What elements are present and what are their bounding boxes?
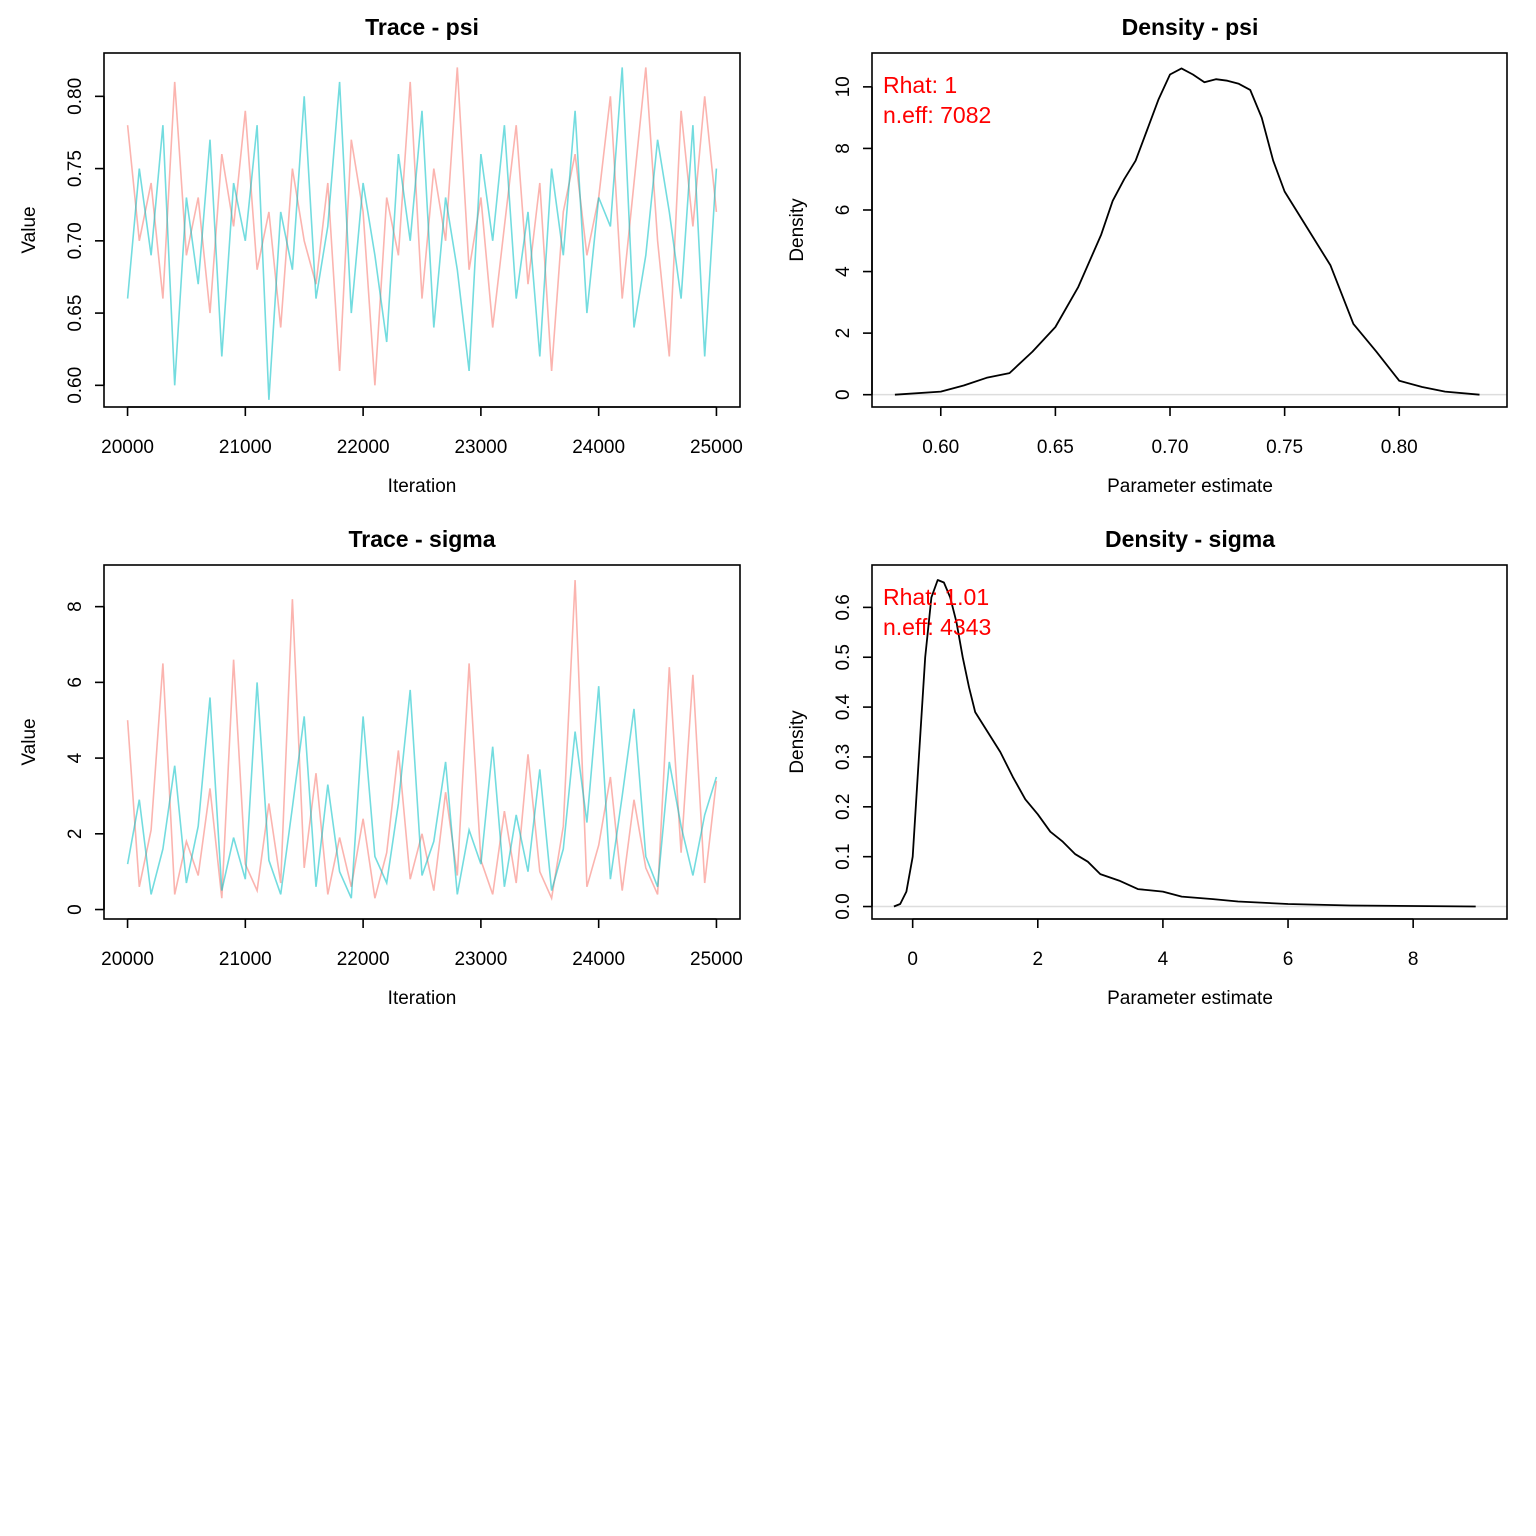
rhat-annotation: Rhat: 1 (883, 72, 957, 98)
y-tick-label: 0.2 (833, 794, 854, 820)
neff-annotation: n.eff: 7082 (883, 102, 991, 128)
y-tick-label: 0.80 (65, 78, 86, 115)
x-tick-label: 23000 (454, 437, 507, 458)
x-tick-label: 4 (1158, 949, 1169, 970)
y-tick-label: 0.4 (833, 693, 854, 720)
panel-density-sigma: Density - sigma Parameter estimate Densi… (787, 526, 1508, 1009)
y-tick-label: 6 (833, 205, 854, 216)
y-tick-label: 0.0 (833, 893, 854, 919)
x-tick-label: 0.75 (1266, 437, 1303, 458)
x-tick-label: 25000 (690, 949, 743, 970)
y-tick-label: 4 (833, 266, 854, 277)
y-tick-label: 4 (65, 752, 86, 763)
y-tick-label: 0.1 (833, 843, 854, 869)
x-tick-label: 8 (1408, 949, 1419, 970)
y-tick-label: 8 (65, 601, 86, 612)
y-tick-label: 0.70 (65, 222, 86, 259)
plot-frame (103, 52, 741, 408)
panel-trace-sigma: Trace - sigma Iteration Value 20000 21000… (19, 526, 743, 1009)
y-tick-label: 0 (65, 904, 86, 915)
y-tick-label: 0.5 (833, 644, 854, 670)
y-tick-label: 2 (833, 328, 854, 339)
x-tick-label: 0.65 (1037, 437, 1074, 458)
density-curve (893, 579, 1476, 908)
x-tick-label: 24000 (572, 437, 625, 458)
density-curve (894, 67, 1480, 396)
y-axis-label: Density (787, 198, 808, 262)
y-axis-label: Value (19, 718, 40, 765)
y-tick-label: 2 (65, 829, 86, 840)
y-tick-label: 0.65 (65, 295, 86, 332)
x-tick-label: 0.80 (1381, 437, 1418, 458)
x-tick-label: 20000 (101, 949, 154, 970)
x-tick-label: 23000 (454, 949, 507, 970)
panel-trace-psi: Trace - psi Iteration Value 20000 21000 22… (19, 14, 743, 497)
y-tick-label: 10 (833, 76, 854, 97)
panel-title: Trace - sigma (348, 526, 495, 552)
y-tick-label: 0.75 (65, 150, 86, 187)
trace-line-chain-1 (126, 580, 718, 901)
x-tick-label: 22000 (337, 437, 390, 458)
x-tick-label: 24000 (572, 949, 625, 970)
x-axis-label: Iteration (388, 476, 457, 497)
trace-line-chain-1 (126, 67, 718, 386)
trace-line-chain-2 (126, 67, 718, 400)
x-tick-label: 0.70 (1152, 437, 1189, 458)
x-tick-label: 6 (1283, 949, 1294, 970)
x-tick-label: 0.60 (922, 437, 959, 458)
panel-title: Density - psi (1122, 14, 1259, 40)
y-tick-label: 0 (833, 389, 854, 400)
y-tick-label: 8 (833, 143, 854, 154)
y-tick-label: 0.6 (833, 594, 854, 620)
y-tick-label: 0.3 (833, 744, 854, 770)
x-tick-label: 2 (1032, 949, 1043, 970)
y-tick-label: 0.60 (65, 367, 86, 404)
trace-line-chain-2 (126, 682, 718, 899)
panel-title: Trace - psi (365, 14, 479, 40)
x-tick-label: 20000 (101, 437, 154, 458)
x-tick-label: 25000 (690, 437, 743, 458)
x-tick-label: 21000 (219, 437, 272, 458)
x-axis-label: Parameter estimate (1107, 476, 1273, 497)
neff-annotation: n.eff: 4343 (883, 614, 991, 640)
x-axis-label: Parameter estimate (1107, 988, 1273, 1009)
x-axis-label: Iteration (388, 988, 457, 1009)
x-tick-label: 22000 (337, 949, 390, 970)
panel-density-psi: Density - psi Parameter estimate Density… (787, 14, 1508, 497)
panel-title: Density - sigma (1105, 526, 1275, 552)
y-axis-label: Density (787, 710, 808, 774)
y-tick-label: 6 (65, 677, 86, 688)
x-tick-label: 21000 (219, 949, 272, 970)
rhat-annotation: Rhat: 1.01 (883, 584, 989, 610)
x-tick-label: 0 (907, 949, 918, 970)
y-axis-label: Value (19, 206, 40, 253)
